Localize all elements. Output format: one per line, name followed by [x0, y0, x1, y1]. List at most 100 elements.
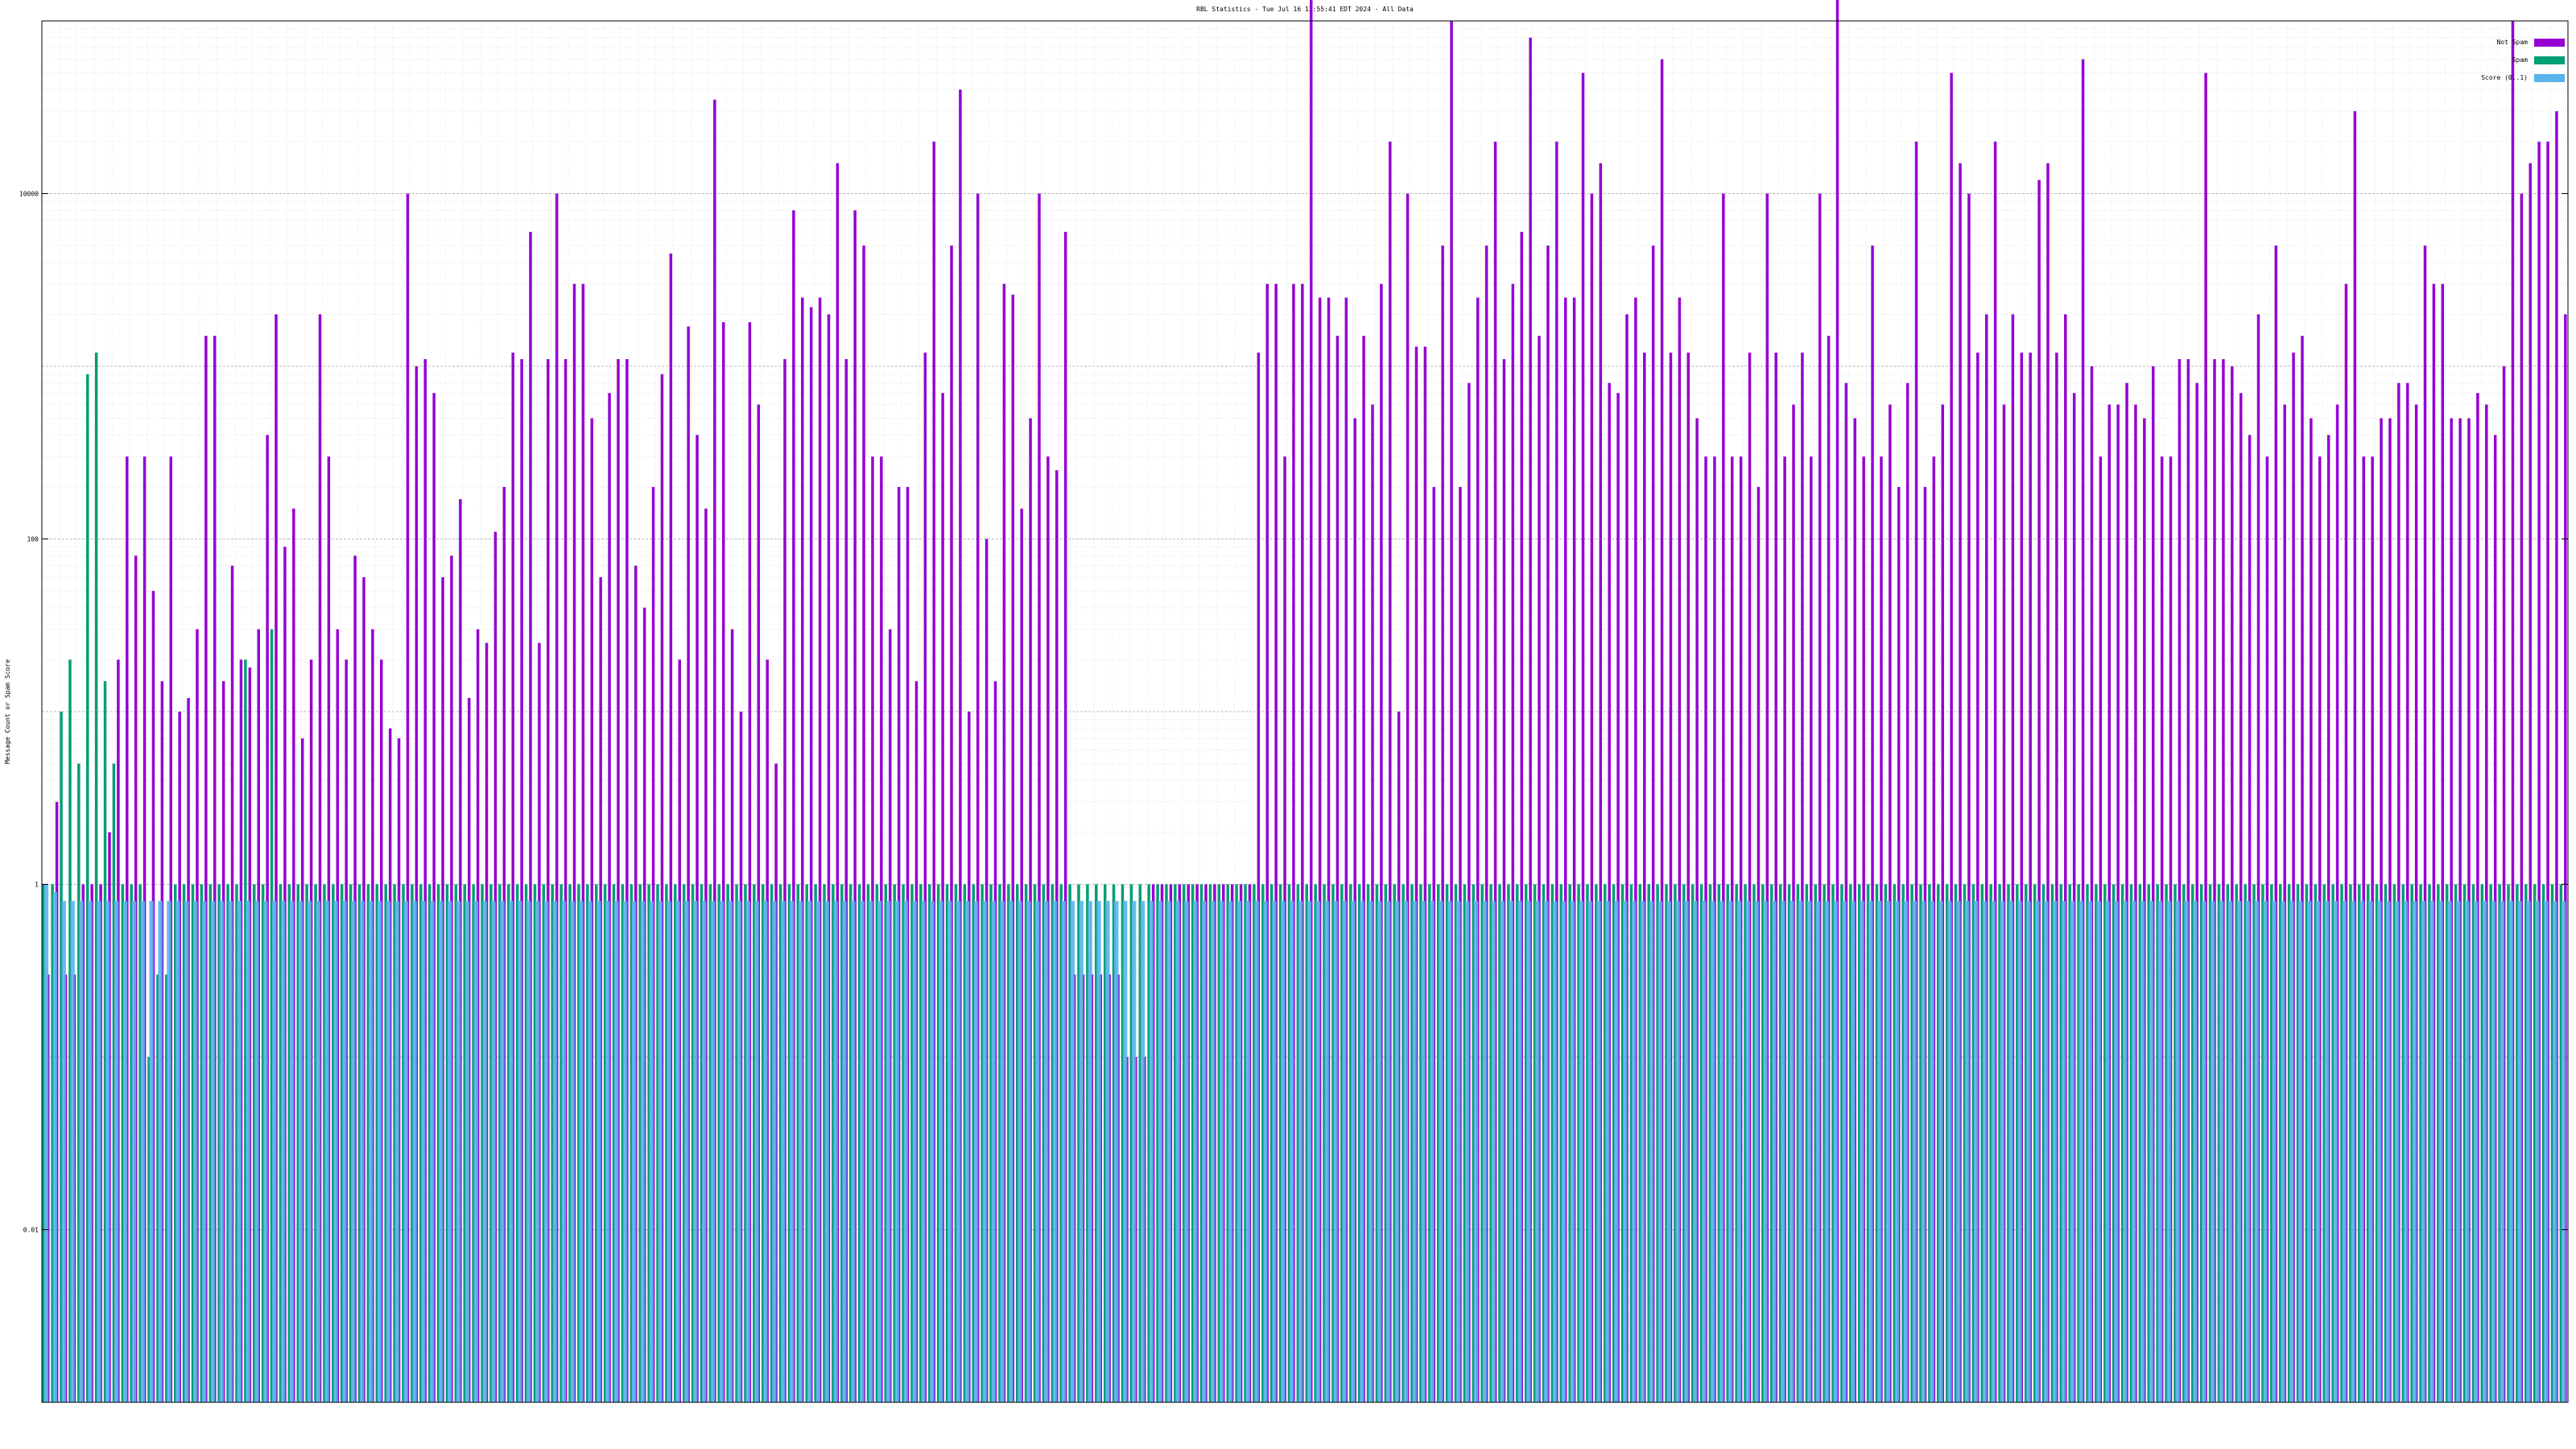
bar-spam	[2375, 884, 2379, 1402]
bar-spam	[577, 884, 580, 1402]
bar-score	[815, 901, 821, 1402]
bar-spam	[1129, 884, 1133, 1402]
bar-score	[1921, 901, 1926, 1402]
bar-spam	[1366, 884, 1370, 1402]
bar-score	[1710, 901, 1715, 1402]
bar-not-spam	[1538, 336, 1541, 1403]
bar-score	[798, 901, 803, 1402]
bar-not-spam	[1555, 141, 1558, 1402]
bar-score	[2263, 901, 2268, 1402]
bar-score	[552, 901, 558, 1402]
bar-spam	[1717, 884, 1721, 1402]
bar-score	[149, 901, 154, 1402]
bar-score	[2087, 901, 2092, 1402]
bar-not-spam	[2546, 141, 2549, 1402]
bar-spam	[2550, 884, 2554, 1402]
bar-score	[105, 901, 110, 1402]
bar-score	[1351, 901, 1356, 1402]
bar-score	[1956, 901, 1961, 1402]
bar-score	[412, 901, 417, 1402]
bar-score	[1439, 901, 1443, 1402]
bar-score	[280, 901, 286, 1402]
bar-spam	[1726, 884, 1730, 1402]
bar-not-spam	[2520, 193, 2524, 1402]
bar-not-spam	[1038, 193, 1041, 1402]
bar-score	[649, 901, 654, 1402]
bar-spam	[1244, 884, 1247, 1402]
bar-not-spam	[1914, 141, 1918, 1402]
bar-spam	[217, 884, 221, 1402]
bar-score	[2043, 901, 2049, 1402]
bar-spam	[208, 884, 213, 1402]
bar-score	[631, 901, 637, 1402]
bar-score	[1640, 901, 1645, 1402]
bar-score	[1596, 901, 1601, 1402]
bar-spam	[2068, 884, 2071, 1402]
bar-not-spam	[2423, 246, 2427, 1402]
bar-spam	[1682, 884, 1686, 1402]
bar-not-spam	[1835, 0, 1839, 1402]
bar-spam	[393, 884, 396, 1402]
bar-not-spam	[1493, 141, 1497, 1402]
bar-score	[307, 901, 312, 1402]
bar-spam	[533, 884, 537, 1402]
bar-not-spam	[1502, 359, 1506, 1402]
bar-spam	[2182, 884, 2186, 1402]
bar-not-spam	[2064, 314, 2067, 1402]
bar-not-spam	[2555, 111, 2558, 1403]
bar-score	[1140, 901, 1146, 1402]
bar-score	[140, 901, 146, 1402]
bar-spam	[1375, 884, 1379, 1402]
bar-score	[456, 901, 461, 1402]
bar-score	[1851, 901, 1856, 1402]
bar-score	[719, 901, 724, 1402]
bar-score	[2026, 901, 2031, 1402]
bar-score	[1482, 901, 1488, 1402]
bar-score	[421, 901, 426, 1402]
bar-score	[693, 901, 698, 1402]
bar-score	[1719, 901, 1724, 1402]
bar-score	[772, 901, 777, 1402]
bar-spam	[173, 884, 177, 1402]
bar-spam	[1770, 884, 1773, 1402]
bar-spam	[735, 884, 738, 1402]
bar-not-spam	[1774, 353, 1777, 1402]
bar-spam	[717, 884, 721, 1402]
bar-score	[1605, 901, 1610, 1402]
bar-score	[2447, 901, 2452, 1402]
bar-not-spam	[2529, 163, 2532, 1403]
bar-spam	[270, 629, 274, 1402]
bar-score	[1798, 901, 1803, 1402]
bar-spam	[1849, 884, 1852, 1402]
bar-not-spam	[1599, 163, 1603, 1403]
bar-spam	[244, 659, 247, 1402]
bar-score	[1245, 901, 1250, 1402]
bar-not-spam	[1484, 246, 1488, 1402]
bar-score	[1324, 901, 1329, 1402]
bar-spam	[989, 884, 993, 1402]
bar-spam	[68, 659, 72, 1402]
bar-spam	[1472, 884, 1476, 1402]
bar-score	[535, 901, 540, 1402]
bar-score	[2008, 901, 2013, 1402]
bar-spam	[2156, 884, 2159, 1402]
bar-not-spam	[1265, 283, 1269, 1403]
bar-spam	[2349, 884, 2352, 1402]
bar-score	[2114, 901, 2119, 1402]
bar-spam	[1253, 884, 1256, 1402]
bar-spam	[1665, 884, 1668, 1402]
bar-score	[52, 892, 58, 1402]
bar-score	[1938, 901, 1943, 1402]
bar-spam	[86, 374, 89, 1403]
bar-score	[1403, 901, 1409, 1402]
bar-score	[2289, 901, 2294, 1402]
bar-spam	[305, 884, 308, 1402]
bar-spam	[2138, 884, 2142, 1402]
bar-spam	[1814, 884, 1817, 1402]
bar-not-spam	[853, 210, 857, 1402]
bar-spam	[796, 884, 800, 1402]
bar-spam	[2252, 884, 2256, 1402]
bar-spam	[1384, 884, 1388, 1402]
bar-score	[956, 901, 961, 1402]
bar-not-spam	[1546, 246, 1550, 1402]
